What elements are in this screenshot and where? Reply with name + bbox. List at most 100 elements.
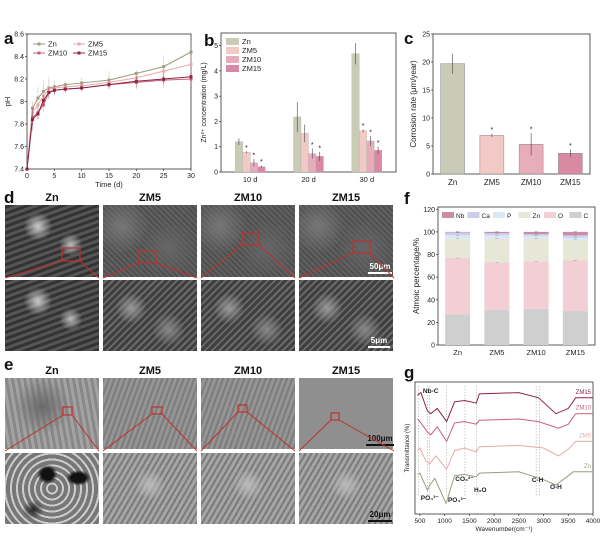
sem-d-zn-low-mag bbox=[5, 205, 99, 277]
legend-swatch bbox=[226, 38, 239, 45]
spectrum-zn bbox=[417, 471, 593, 505]
zoom-guide-line bbox=[298, 252, 354, 279]
y-tick-label: 40 bbox=[427, 297, 435, 304]
x-category-label: ZM5 bbox=[484, 178, 501, 187]
legend-label: ZM10 bbox=[242, 55, 261, 64]
spectrum-zm5 bbox=[417, 440, 593, 471]
series-line-zm15 bbox=[26, 76, 192, 170]
stacked-segment-nb bbox=[562, 231, 588, 236]
stacked-segment-p bbox=[445, 235, 471, 239]
stacked-segment-p bbox=[562, 237, 588, 240]
series-label: ZM15 bbox=[576, 390, 592, 396]
data-point-zm15 bbox=[25, 167, 29, 171]
data-point-zm5 bbox=[189, 62, 193, 66]
sem-e-zn-low-mag bbox=[5, 378, 99, 449]
y-axis-label: Corrosion rate (μm/year) bbox=[409, 60, 418, 148]
x-axis-label: Wavenumber(cm⁻¹) bbox=[475, 526, 532, 533]
x-category-label: ZM5 bbox=[489, 348, 504, 357]
legend-swatch bbox=[518, 212, 531, 218]
scale-bar-e-bottom: 20μm bbox=[368, 510, 392, 522]
x-tick-label: 5 bbox=[52, 173, 56, 180]
zoom-guide-line bbox=[161, 413, 198, 452]
y-tick-label: 7.6 bbox=[14, 144, 24, 151]
zoom-guide-line bbox=[258, 244, 296, 279]
significance-marker: * bbox=[377, 140, 380, 147]
peak-annotation: PO₄³⁻ bbox=[421, 495, 440, 502]
x-tick-label: 1000 bbox=[437, 518, 452, 525]
y-tick-label: 10 bbox=[422, 116, 430, 123]
stacked-segment-c bbox=[484, 309, 510, 345]
bar-zn bbox=[235, 141, 243, 173]
legend-swatch bbox=[569, 212, 582, 218]
y-tick-label: 60 bbox=[427, 275, 435, 282]
zoom-region-box bbox=[61, 247, 81, 262]
x-tick-label: 2500 bbox=[512, 518, 527, 525]
legend-swatch bbox=[226, 65, 239, 72]
y-axis-label: Zn²⁺ concentration (mg/L) bbox=[201, 62, 208, 142]
stacked-segment-nb bbox=[445, 231, 471, 233]
spectrum-zm10 bbox=[417, 413, 593, 443]
significance-marker: * bbox=[253, 152, 256, 159]
plot-g-frame bbox=[414, 381, 594, 515]
y-tick-label: 100 bbox=[423, 229, 435, 236]
legend-label: Zn bbox=[48, 40, 57, 49]
legend-swatch bbox=[544, 212, 556, 218]
y-tick-label: 7.8 bbox=[14, 122, 24, 129]
zoom-region-box bbox=[330, 412, 340, 421]
bar-zm5 bbox=[359, 130, 367, 173]
legend-label: Nb bbox=[456, 213, 465, 220]
zoom-guide-line bbox=[71, 414, 100, 452]
peak-annotation: C-H bbox=[532, 477, 544, 484]
stacked-segment-o bbox=[562, 260, 588, 312]
significance-marker: * bbox=[369, 129, 372, 136]
data-point-zm15 bbox=[36, 112, 40, 116]
y-tick-label: 120 bbox=[423, 207, 435, 214]
zoom-region-box bbox=[62, 406, 73, 416]
scale-bar-d-top: 50μm bbox=[368, 262, 392, 274]
zoom-guide-line bbox=[246, 411, 296, 452]
stacked-segment-c bbox=[445, 314, 471, 345]
legend-label: ZM5 bbox=[88, 40, 103, 49]
x-axis-label: Time (d) bbox=[95, 180, 123, 189]
significance-marker: * bbox=[245, 145, 248, 152]
x-tick-label: 10 bbox=[78, 173, 86, 180]
stacked-segment-nb bbox=[484, 231, 510, 234]
y-axis-label: Transmittance (%) bbox=[405, 424, 411, 473]
zoom-guide-line bbox=[338, 419, 395, 452]
zoom-guide-line bbox=[4, 260, 63, 279]
panel-label-c: c bbox=[404, 29, 414, 48]
sem-e-title-zm15: ZM15 bbox=[331, 365, 361, 377]
y-tick-label: 1 bbox=[214, 144, 218, 151]
zoom-guide-line bbox=[4, 414, 64, 452]
y-tick-label: 0 bbox=[431, 343, 435, 350]
bar-zn bbox=[440, 63, 465, 175]
significance-marker: * bbox=[318, 145, 321, 152]
zoom-region-box bbox=[241, 232, 260, 246]
legend-swatch bbox=[226, 56, 239, 63]
y-tick-label: 0 bbox=[214, 170, 218, 177]
panel-label-f: f bbox=[404, 189, 410, 208]
x-tick-label: 2000 bbox=[487, 518, 502, 525]
x-tick-label: 0 bbox=[25, 173, 29, 180]
legend-marker bbox=[37, 51, 41, 55]
data-point-zm15 bbox=[189, 75, 193, 79]
significance-marker: * bbox=[491, 127, 494, 134]
significance-marker: * bbox=[260, 159, 263, 166]
sem-e-zn-high-mag bbox=[5, 453, 99, 524]
y-tick-label: 20 bbox=[422, 60, 430, 67]
bar-zn bbox=[351, 53, 360, 173]
peak-annotation: Nb-C bbox=[423, 388, 439, 395]
peak-annotation: PO₄³⁻ bbox=[448, 497, 467, 504]
bar-zm5 bbox=[479, 135, 505, 175]
y-tick-label: 0 bbox=[426, 172, 430, 179]
y-tick-label: 5 bbox=[214, 43, 218, 50]
legend-label: C bbox=[584, 213, 589, 220]
sem-d-title-zn: Zn bbox=[45, 192, 59, 204]
stacked-segment-zn bbox=[562, 239, 588, 261]
data-point-zm15 bbox=[107, 83, 111, 87]
sem-e-zm5-low-mag bbox=[103, 378, 197, 449]
zoom-guide-line bbox=[369, 252, 395, 279]
x-tick-label: 3500 bbox=[561, 518, 576, 525]
zoom-guide-line bbox=[200, 411, 239, 452]
